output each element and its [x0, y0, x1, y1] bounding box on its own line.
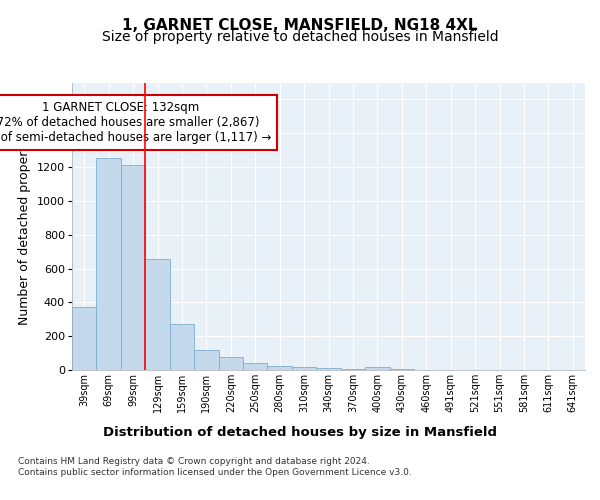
Bar [121, 166, 145, 370]
Bar [365, 366, 389, 370]
Bar [194, 350, 218, 370]
Bar [243, 363, 268, 370]
Bar [316, 368, 341, 370]
Text: 1 GARNET CLOSE: 132sqm
← 72% of detached houses are smaller (2,867)
28% of semi-: 1 GARNET CLOSE: 132sqm ← 72% of detached… [0, 101, 271, 144]
Bar [268, 366, 292, 370]
Y-axis label: Number of detached properties: Number of detached properties [19, 128, 31, 325]
Bar [292, 368, 316, 370]
Text: Size of property relative to detached houses in Mansfield: Size of property relative to detached ho… [101, 30, 499, 44]
Bar [97, 158, 121, 370]
Bar [72, 308, 97, 370]
Bar [170, 324, 194, 370]
Bar [145, 259, 170, 370]
Text: 1, GARNET CLOSE, MANSFIELD, NG18 4XL: 1, GARNET CLOSE, MANSFIELD, NG18 4XL [122, 18, 478, 32]
Text: Distribution of detached houses by size in Mansfield: Distribution of detached houses by size … [103, 426, 497, 439]
Bar [389, 368, 414, 370]
Text: Contains HM Land Registry data © Crown copyright and database right 2024.
Contai: Contains HM Land Registry data © Crown c… [18, 458, 412, 477]
Bar [218, 358, 243, 370]
